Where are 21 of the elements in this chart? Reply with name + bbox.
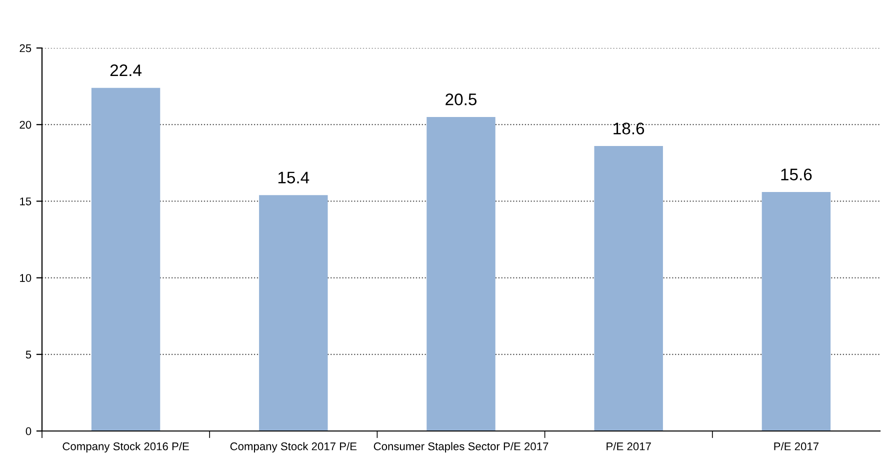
- data-label: 15.4: [278, 172, 310, 184]
- data-label: 18.6: [614, 122, 644, 134]
- x-tick-label: Consumer Staples Sector P/E 2017: [374, 442, 548, 452]
- data-label: 15.6: [781, 168, 812, 180]
- bar: [762, 192, 831, 431]
- y-tick-label: 25: [20, 44, 32, 52]
- data-label: 20.5: [446, 94, 477, 106]
- y-tick-label: 10: [20, 274, 32, 282]
- y-tick-label: 5: [26, 350, 32, 359]
- y-tick-label: 15: [20, 198, 32, 206]
- x-tick-label: Company Stock 2017 P/E: [230, 442, 357, 452]
- bar: [259, 195, 328, 431]
- bar: [594, 146, 663, 431]
- y-tick-label: 0: [26, 427, 32, 436]
- x-tick-label: Company Stock 2016 P/E: [62, 442, 189, 452]
- data-label: 22.4: [110, 64, 142, 76]
- x-tick-label: P/E 2017: [606, 442, 651, 450]
- x-tick-label: P/E 2017: [774, 442, 818, 450]
- bar: [426, 116, 496, 431]
- y-tick-label: 20: [20, 120, 32, 129]
- bar: [91, 88, 160, 431]
